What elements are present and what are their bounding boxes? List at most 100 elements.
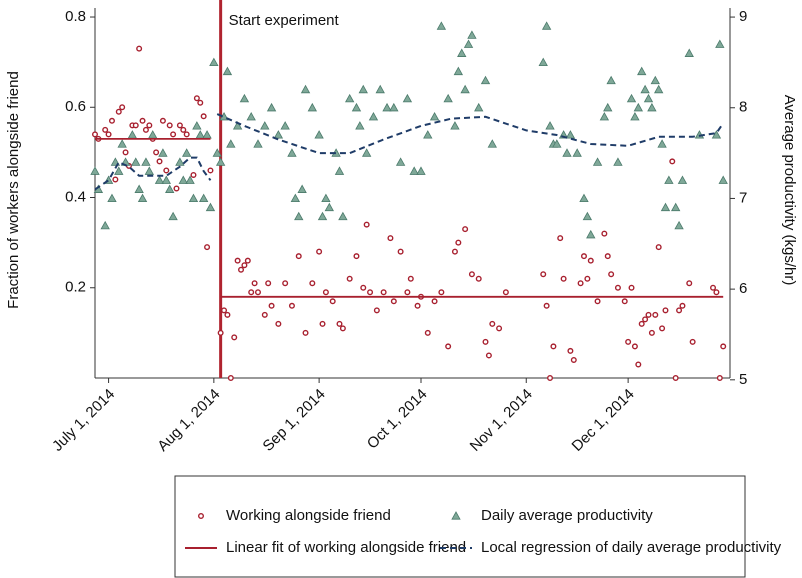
productivity-point	[552, 139, 562, 148]
productivity-point	[579, 193, 589, 203]
friend-point	[238, 266, 245, 273]
productivity-point	[562, 148, 572, 157]
friend-point	[231, 334, 238, 341]
productivity-point	[355, 121, 365, 130]
productivity-point	[232, 121, 243, 130]
productivity-point	[253, 139, 263, 148]
productivity-point	[423, 130, 433, 139]
productivity-point	[429, 111, 440, 121]
friend-point	[621, 298, 628, 305]
legend-label: Local regression of daily average produc…	[481, 539, 782, 556]
productivity-point	[416, 166, 426, 175]
friend-point	[146, 122, 153, 129]
friend-point	[580, 253, 587, 260]
productivity-point	[239, 93, 250, 103]
productivity-point	[443, 93, 453, 103]
friend-point	[163, 167, 170, 174]
friend-point	[662, 307, 669, 314]
productivity-point	[640, 84, 650, 94]
friend-point	[176, 122, 183, 129]
friend-point	[316, 248, 323, 255]
friend-point	[122, 149, 129, 156]
friend-point	[614, 284, 621, 291]
productivity-point	[541, 21, 552, 30]
friend-point	[224, 311, 231, 318]
productivity-point	[334, 166, 345, 175]
productivity-point	[633, 102, 643, 112]
productivity-point	[175, 157, 185, 166]
productivity-point	[202, 130, 212, 139]
productivity-point	[314, 130, 324, 139]
friend-point	[193, 95, 200, 102]
productivity-point	[178, 175, 188, 184]
friend-point	[424, 329, 431, 336]
friend-point	[288, 302, 295, 309]
friend-point	[451, 248, 458, 255]
productivity-point	[222, 66, 233, 76]
x-tick-label: Nov 1, 2014	[467, 386, 536, 455]
productivity-point	[402, 93, 413, 103]
productivity-point	[474, 102, 484, 112]
friend-point	[431, 298, 438, 305]
friend-point	[679, 302, 686, 309]
productivity-point	[134, 184, 144, 193]
friend-point	[132, 122, 139, 129]
friend-point	[319, 320, 326, 327]
productivity-point	[114, 166, 124, 175]
y-tick-label: 0.2	[65, 279, 86, 296]
productivity-point	[460, 84, 470, 94]
productivity-point	[260, 121, 270, 130]
friend-point	[567, 347, 574, 354]
friend-point	[648, 329, 655, 336]
productivity-point	[195, 130, 205, 139]
friend-point	[407, 275, 414, 282]
productivity-point	[297, 184, 307, 193]
productivity-point	[246, 111, 256, 121]
friend-point	[265, 280, 272, 287]
productivity-point	[168, 211, 178, 221]
productivity-point	[351, 102, 362, 112]
productivity-point	[212, 148, 222, 157]
friend-point	[716, 375, 723, 382]
friend-point	[713, 289, 720, 296]
x-tick-label: Dec 1, 2014	[569, 386, 638, 455]
productivity-point	[198, 193, 209, 203]
legend-label: Daily average productivity	[481, 507, 653, 524]
productivity-point	[647, 102, 657, 112]
friend-point	[635, 361, 642, 368]
productivity-point	[565, 130, 576, 139]
friend-point	[248, 289, 255, 296]
friend-point	[455, 239, 462, 246]
x-tick-label: Sep 1, 2014	[260, 386, 329, 455]
productivity-point	[307, 102, 318, 112]
y2-tick-label: 5	[739, 371, 747, 388]
friend-point	[496, 325, 503, 332]
productivity-point	[165, 184, 175, 193]
legend-symbol	[451, 511, 461, 520]
friend-point	[136, 45, 143, 52]
productivity-point	[226, 139, 236, 148]
friend-point	[557, 235, 564, 242]
friend-point	[387, 235, 394, 242]
productivity-point	[280, 121, 290, 130]
friend-point	[217, 329, 224, 336]
friend-point	[380, 289, 387, 296]
productivity-point	[368, 111, 379, 121]
friend-point	[275, 320, 282, 327]
productivity-point	[117, 139, 127, 148]
productivity-point	[137, 193, 148, 203]
productivity-point	[650, 75, 660, 85]
productivity-point	[131, 157, 141, 166]
friend-point	[594, 298, 601, 305]
friend-point	[642, 316, 649, 323]
productivity-point	[266, 102, 277, 112]
productivity-point	[582, 211, 593, 221]
friend-point	[390, 298, 397, 305]
friend-point	[207, 167, 214, 174]
productivity-point	[715, 39, 725, 48]
friend-point	[108, 117, 115, 124]
productivity-point	[321, 193, 331, 203]
productivity-point	[161, 175, 171, 184]
productivity-point	[606, 75, 616, 85]
friend-point	[173, 185, 180, 192]
